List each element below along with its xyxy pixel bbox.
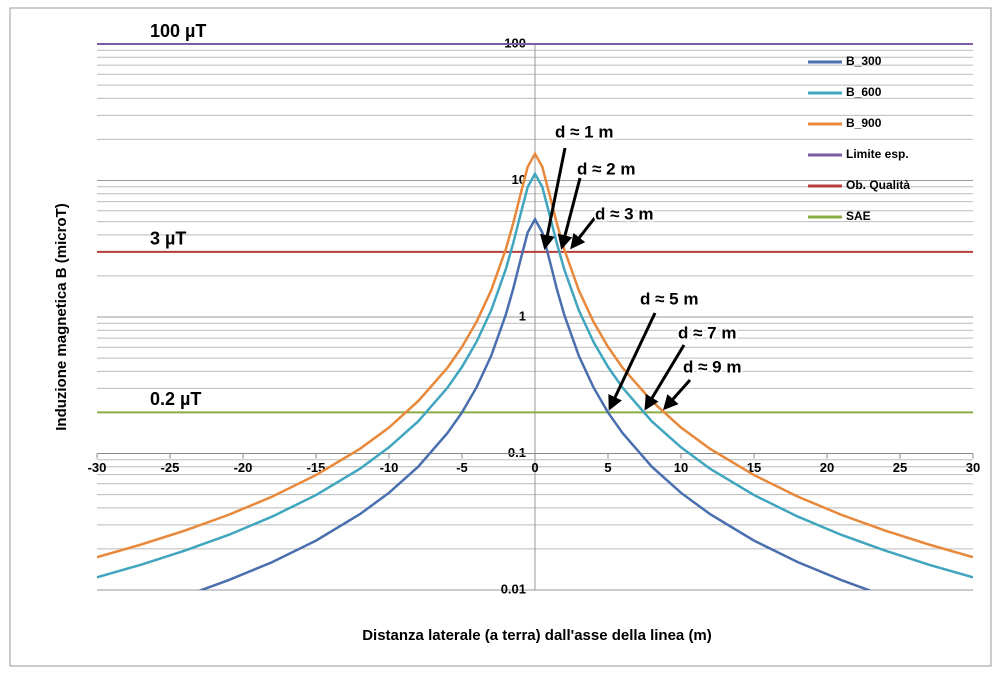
- legend-label: B_300: [846, 54, 882, 68]
- x-tick-label: 15: [747, 460, 761, 475]
- legend-label: Ob. Qualità: [846, 178, 910, 192]
- annotation: d ≈ 7 m: [678, 323, 736, 342]
- annotation: d ≈ 3 m: [595, 204, 653, 223]
- frame: [9, 7, 992, 667]
- x-tick-label: -5: [456, 460, 468, 475]
- x-tick-label: 10: [674, 460, 688, 475]
- legend-label: Limite esp.: [846, 147, 909, 161]
- x-tick-label: 30: [966, 460, 980, 475]
- annotation-arrow: [663, 379, 692, 411]
- annotation: d ≈ 1 m: [555, 122, 613, 141]
- x-tick-label: 0: [531, 460, 538, 475]
- x-tick-label: -15: [307, 460, 326, 475]
- x-tick-label: -30: [88, 460, 107, 475]
- legend-label: SAE: [846, 209, 871, 223]
- x-tick-label: -20: [234, 460, 253, 475]
- y-tick-label: 0.01: [501, 581, 526, 596]
- x-axis-title: Distanza laterale (a terra) dall'asse de…: [362, 627, 712, 644]
- series-line: [97, 171, 973, 579]
- annotation-arrow: [644, 344, 686, 411]
- y-tick-label: 0.1: [508, 445, 526, 460]
- series-line: [97, 151, 973, 559]
- series-line: [197, 216, 873, 590]
- x-tick-label: -10: [380, 460, 399, 475]
- reference-label: 100 µT: [150, 21, 206, 41]
- legend-label: B_600: [846, 85, 882, 99]
- reference-label: 3 µT: [150, 229, 186, 249]
- y-tick-label: 100: [504, 35, 526, 50]
- legend-label: B_900: [846, 116, 882, 130]
- annotation-arrow: [570, 205, 606, 250]
- annotation: d ≈ 5 m: [640, 289, 698, 308]
- annotation-arrow: [608, 312, 657, 411]
- plot: [97, 151, 973, 590]
- x-tick-label: 25: [893, 460, 907, 475]
- y-axis-title: Induzione magnetica B (microT): [53, 203, 70, 431]
- annotation: d ≈ 2 m: [577, 159, 635, 178]
- x-tick-label: 20: [820, 460, 834, 475]
- reference-label: 0.2 µT: [150, 389, 201, 409]
- x-tick-label: 5: [604, 460, 611, 475]
- annotation-arrow: [557, 177, 582, 250]
- y-tick-label: 1: [519, 308, 526, 323]
- annotation: d ≈ 9 m: [683, 357, 741, 376]
- annotation-arrow: [540, 147, 567, 250]
- x-tick-label: -25: [161, 460, 180, 475]
